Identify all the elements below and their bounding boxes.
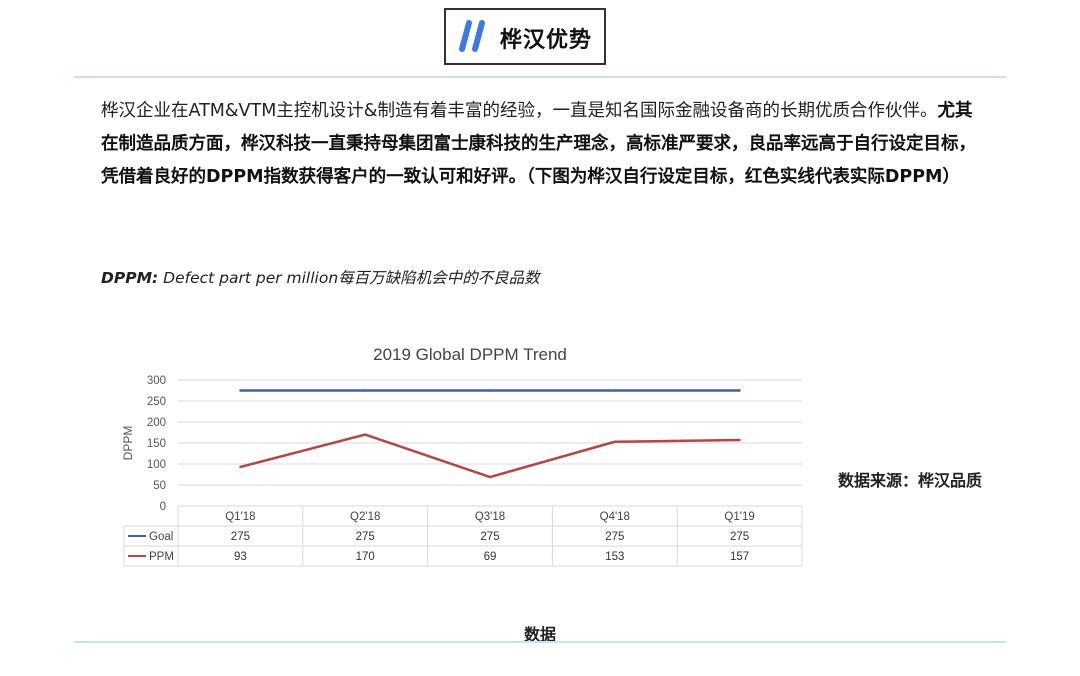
y-tick-label: 50: [153, 480, 166, 492]
x-tick-label: Q2'18: [350, 511, 380, 523]
dppm-definition: DPPM: Defect part per million每百万缺陷机会中的不良…: [101, 266, 901, 288]
figure-caption: 数据: [523, 625, 556, 644]
chart-title: 2019 Global DPPM Trend: [373, 345, 567, 364]
x-tick-label: Q1'19: [724, 511, 754, 523]
table-value: 153: [605, 551, 624, 563]
data-point: [738, 389, 741, 392]
data-point: [239, 389, 242, 392]
table-value: 275: [356, 531, 375, 543]
y-tick-label: 0: [160, 501, 166, 513]
section-header: 桦汉优势: [444, 8, 606, 65]
intro-bold-text: 尤其在制造品质方面，桦汉科技一直秉持母集团富士康科技的生产理念，高标准严要求，良…: [101, 101, 976, 187]
intro-paragraph: 桦汉企业在ATM&VTM主控机设计&制造有着丰富的经验，一直是知名国际金融设备商…: [101, 95, 985, 194]
data-point: [364, 433, 367, 436]
table-value: 170: [356, 551, 375, 563]
table-value: 93: [234, 551, 247, 563]
section-title: 桦汉优势: [500, 28, 593, 53]
x-tick-label: Q1'18: [225, 511, 255, 523]
intro-text: 桦汉企业在ATM&VTM主控机设计&制造有着丰富的经验，一直是知名国际金融设备商…: [101, 101, 938, 121]
table-value: 275: [605, 531, 624, 543]
definition-abbr: DPPM:: [101, 269, 159, 287]
dppm-chart: 2019 Global DPPM Trend 0 50 100 150 200 250 300…: [118, 336, 808, 572]
table-value: 275: [231, 531, 250, 543]
y-axis-label: DPPM: [121, 426, 135, 461]
data-point: [364, 389, 367, 392]
data-point: [738, 438, 741, 442]
y-tick-label: 100: [147, 459, 166, 471]
data-source: 数据来源：桦汉品质: [838, 471, 983, 490]
table-value: 275: [730, 531, 749, 543]
y-tick-label: 200: [147, 417, 166, 429]
legend-label: Goal: [149, 531, 173, 543]
table-value: 157: [730, 551, 749, 563]
bottom-divider: [74, 641, 1006, 643]
dppm-chart-svg: 2019 Global DPPM Trend 0 50 100 150 200 250 300…: [121, 345, 803, 567]
series-line-ppm: [240, 433, 740, 479]
definition-text: Defect part per million每百万缺陷机会中的不良品数: [158, 269, 540, 287]
table-value: 69: [484, 551, 497, 563]
y-tick-label: 250: [147, 396, 166, 408]
x-tick-label: Q4'18: [600, 511, 630, 523]
data-point: [239, 465, 242, 469]
double-slash-icon: [459, 20, 485, 52]
top-divider: [74, 76, 1006, 78]
x-tick-label: Q3'18: [475, 511, 505, 523]
data-point: [613, 440, 616, 443]
y-tick-label: 300: [147, 375, 166, 387]
legend-label: PPM: [149, 551, 174, 563]
y-tick-label: 150: [147, 438, 166, 450]
table-value: 275: [480, 531, 499, 543]
data-point: [613, 389, 616, 392]
data-point: [488, 475, 492, 479]
data-point: [488, 389, 492, 392]
